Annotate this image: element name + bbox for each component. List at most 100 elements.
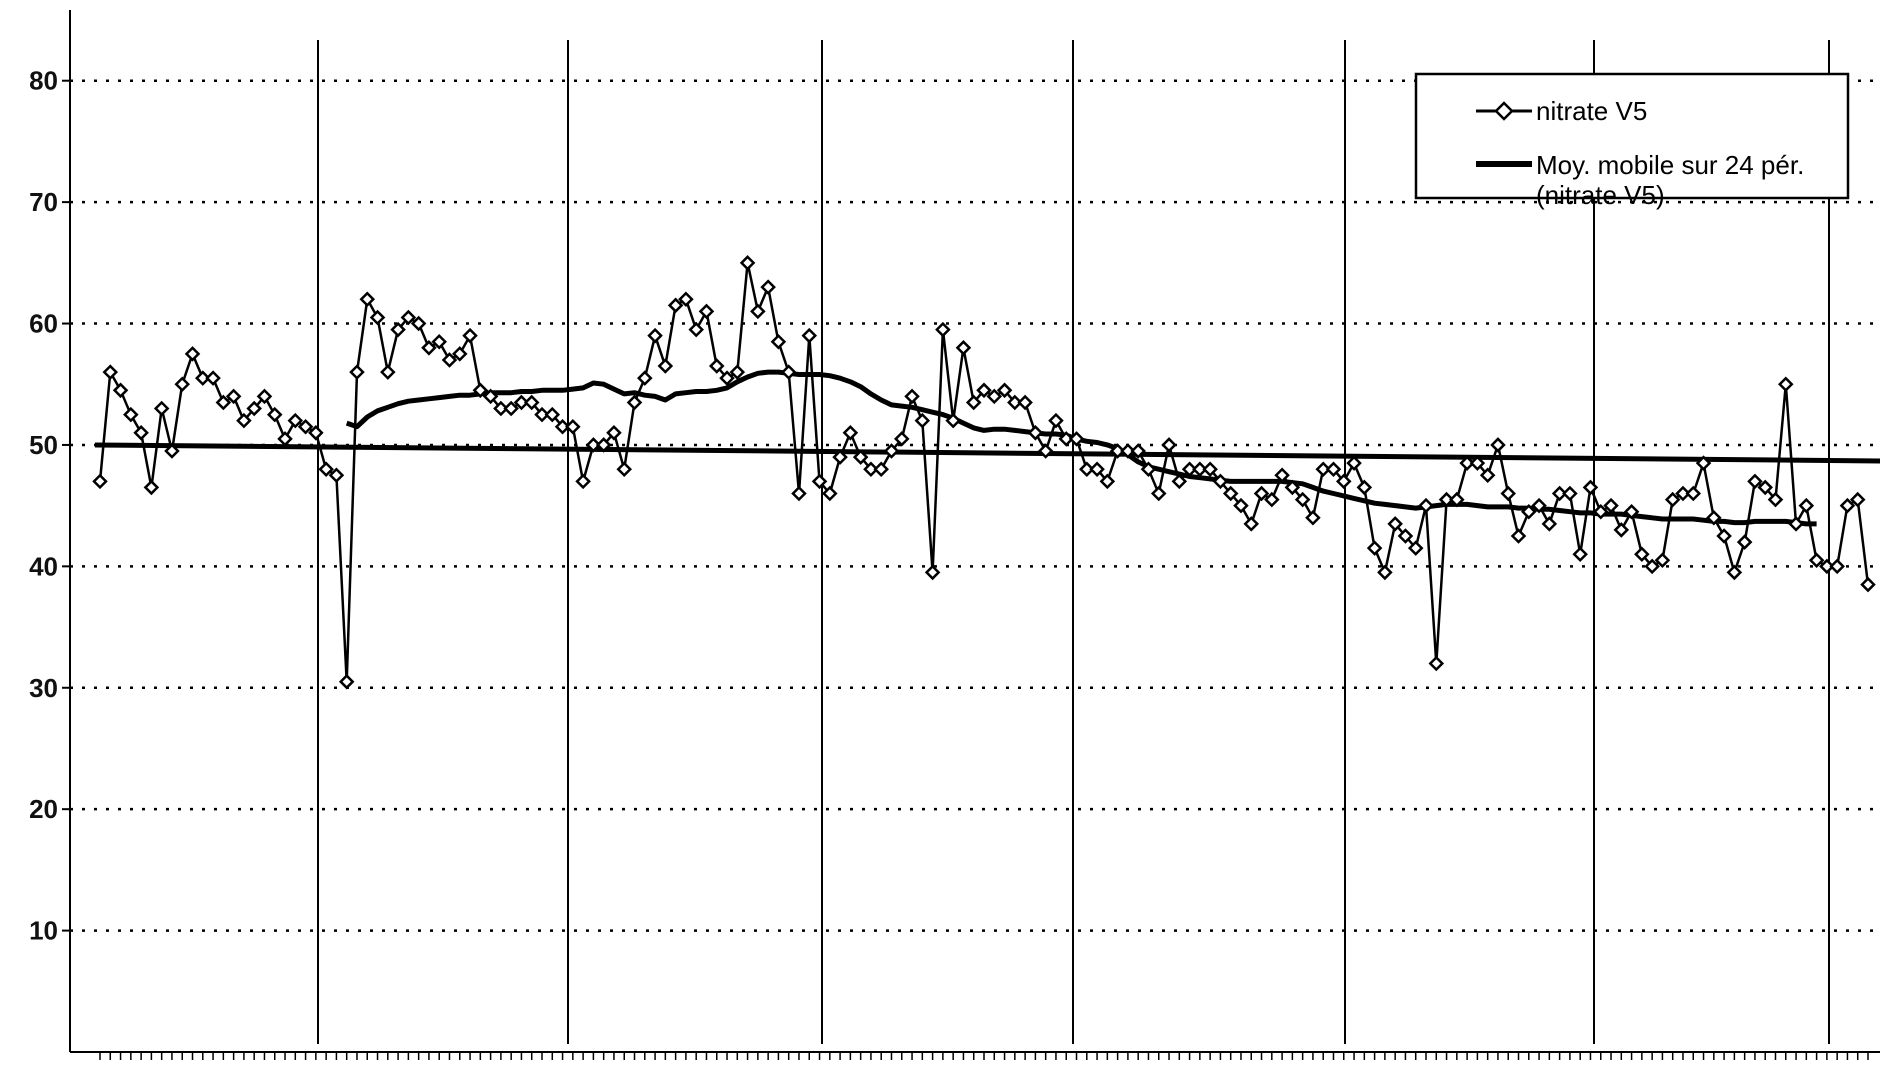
data-point-marker	[1849, 491, 1866, 508]
data-point-marker	[1490, 437, 1506, 453]
data-point-marker	[688, 321, 704, 338]
data-point-marker	[349, 364, 365, 380]
legend-marker-diamond-icon	[1494, 101, 1514, 121]
data-point-marker	[1644, 558, 1660, 575]
data-point-marker	[1243, 516, 1260, 532]
data-point-marker	[626, 394, 643, 411]
data-point-marker	[616, 461, 633, 477]
data-point-marker	[472, 382, 489, 399]
data-point-marker	[328, 467, 345, 484]
data-point-marker	[1192, 461, 1208, 477]
data-point-marker	[441, 352, 458, 368]
data-point-marker	[1171, 473, 1188, 490]
data-point-marker	[996, 382, 1013, 399]
data-point-marker	[1140, 461, 1157, 477]
data-point-marker	[359, 291, 376, 308]
data-point-marker	[585, 437, 602, 453]
data-point-marker	[431, 333, 447, 350]
data-point-marker	[1521, 503, 1537, 520]
data-point-marker	[246, 400, 262, 417]
data-point-marker	[1253, 485, 1270, 502]
data-point-marker	[1058, 431, 1074, 447]
data-point-marker	[822, 485, 838, 502]
data-point-marker	[657, 358, 674, 374]
data-point-marker	[1572, 546, 1588, 562]
data-point-marker	[482, 388, 499, 405]
y-tick-label: 50	[29, 430, 58, 460]
data-point-marker	[153, 400, 170, 417]
data-point-marker	[1407, 540, 1424, 556]
data-point-marker	[1089, 461, 1105, 477]
data-point-marker	[1109, 443, 1126, 459]
data-point-marker	[811, 473, 828, 490]
data-point-marker	[801, 327, 818, 344]
data-point-marker	[400, 309, 417, 326]
data-point-marker	[1706, 510, 1722, 526]
data-point-marker	[1294, 491, 1311, 508]
data-point-marker	[1757, 479, 1773, 496]
data-point-marker	[523, 394, 540, 411]
data-point-marker	[1562, 485, 1578, 502]
data-point-marker	[1397, 528, 1414, 544]
data-point-marker	[1284, 479, 1301, 496]
data-point-marker	[1212, 473, 1229, 490]
nitrate-series-group	[92, 255, 1876, 690]
data-point-marker	[1469, 455, 1486, 471]
data-point-marker	[1479, 467, 1496, 484]
data-point-marker	[852, 449, 869, 465]
data-point-marker	[1222, 485, 1239, 502]
data-point-marker	[945, 412, 961, 429]
data-point-marker	[1274, 467, 1290, 484]
data-point-marker	[1356, 479, 1373, 496]
data-point-marker	[318, 461, 334, 477]
data-point-marker	[554, 418, 571, 435]
y-tick-label: 40	[29, 551, 58, 581]
data-point-marker	[236, 412, 252, 429]
data-point-marker	[513, 394, 530, 411]
data-point-marker	[1377, 564, 1393, 581]
data-point-marker	[1233, 497, 1249, 514]
data-point-marker	[565, 418, 581, 435]
data-point-marker	[205, 370, 221, 386]
data-point-marker	[102, 364, 119, 380]
data-point-marker	[1315, 461, 1331, 477]
data-point-marker	[698, 303, 715, 320]
data-point-marker	[1264, 491, 1280, 508]
data-point-marker	[832, 449, 848, 465]
data-point-marker	[133, 425, 149, 441]
data-point-marker	[1150, 485, 1167, 502]
data-point-marker	[1120, 443, 1136, 459]
data-point-marker	[1664, 491, 1681, 508]
data-point-marker	[1079, 461, 1095, 477]
reference-line	[94, 442, 1881, 464]
reference-line-group	[94, 442, 1881, 464]
data-point-marker	[1860, 576, 1876, 593]
legend-label-moving-average-line2: (nitrate V5)	[1536, 180, 1665, 210]
data-point-marker	[1736, 534, 1753, 550]
y-tick-label: 80	[29, 66, 58, 96]
data-point-marker	[1027, 425, 1044, 441]
data-point-marker	[924, 564, 941, 581]
data-point-marker	[667, 297, 684, 314]
legend-label-nitrate: nitrate V5	[1536, 96, 1647, 126]
data-point-marker	[215, 394, 232, 411]
data-point-marker	[863, 461, 879, 477]
data-point-marker	[462, 327, 478, 344]
data-point-marker	[780, 364, 797, 380]
data-point-marker	[739, 255, 756, 271]
legend: nitrate V5 Moy. mobile sur 24 pér. (nitr…	[1414, 72, 1850, 210]
data-point-marker	[1778, 376, 1794, 393]
y-tick-label: 30	[29, 673, 58, 703]
data-point-marker	[729, 364, 746, 380]
y-tick-label: 70	[29, 187, 58, 217]
data-point-marker	[750, 303, 766, 320]
data-point-marker	[1798, 497, 1815, 514]
data-point-marker	[678, 291, 694, 308]
data-point-marker	[770, 333, 787, 350]
data-point-marker	[1603, 497, 1619, 514]
data-point-marker	[1685, 485, 1702, 502]
legend-label-moving-average-line1: Moy. mobile sur 24 pér.	[1536, 150, 1804, 180]
data-point-marker	[1449, 491, 1465, 508]
data-point-marker	[904, 388, 920, 405]
